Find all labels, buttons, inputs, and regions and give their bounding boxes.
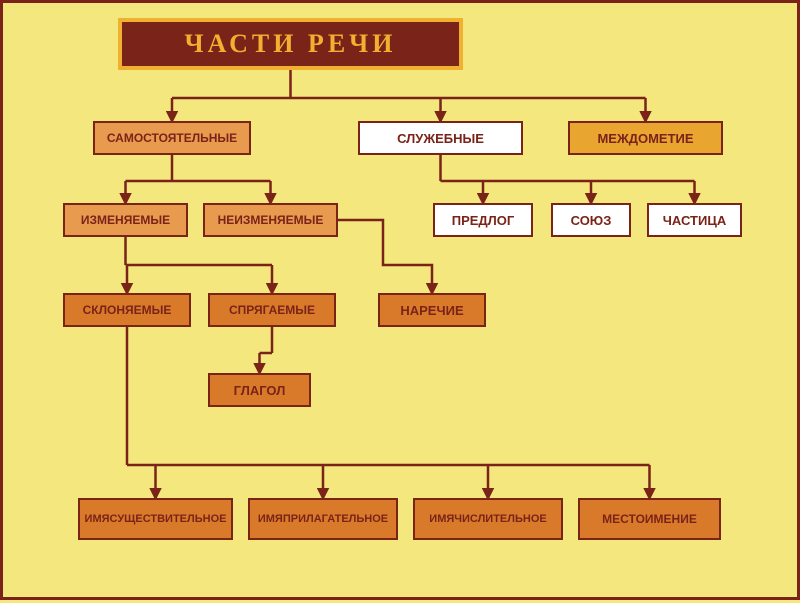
- node-predlog: ПРЕДЛОГ: [433, 203, 533, 237]
- node-spryag: СПРЯГАЕМЫЕ: [208, 293, 336, 327]
- node-mestoim: МЕСТОИМЕНИЕ: [578, 498, 721, 540]
- node-neizmen: НЕИЗМЕНЯЕМЫЕ: [203, 203, 338, 237]
- node-sluzh: СЛУЖЕБНЫЕ: [358, 121, 523, 155]
- node-izmen: ИЗМЕНЯЕМЫЕ: [63, 203, 188, 237]
- node-chislit: ИМЯЧИСЛИТЕЛЬНОЕ: [413, 498, 563, 540]
- node-narechie: НАРЕЧИЕ: [378, 293, 486, 327]
- node-title: ЧАСТИ РЕЧИ: [118, 18, 463, 70]
- node-chastitsa: ЧАСТИЦА: [647, 203, 742, 237]
- node-glagol: ГЛАГОЛ: [208, 373, 311, 407]
- node-sklon: СКЛОНЯЕМЫЕ: [63, 293, 191, 327]
- node-samost: САМОСТОЯТЕЛЬНЫЕ: [93, 121, 251, 155]
- node-mezhd: МЕЖДОМЕТИЕ: [568, 121, 723, 155]
- node-soyuz: СОЮЗ: [551, 203, 631, 237]
- node-prilag: ИМЯПРИЛАГАТЕЛЬНОЕ: [248, 498, 398, 540]
- node-sushch: ИМЯСУЩЕСТВИТЕЛЬНОЕ: [78, 498, 233, 540]
